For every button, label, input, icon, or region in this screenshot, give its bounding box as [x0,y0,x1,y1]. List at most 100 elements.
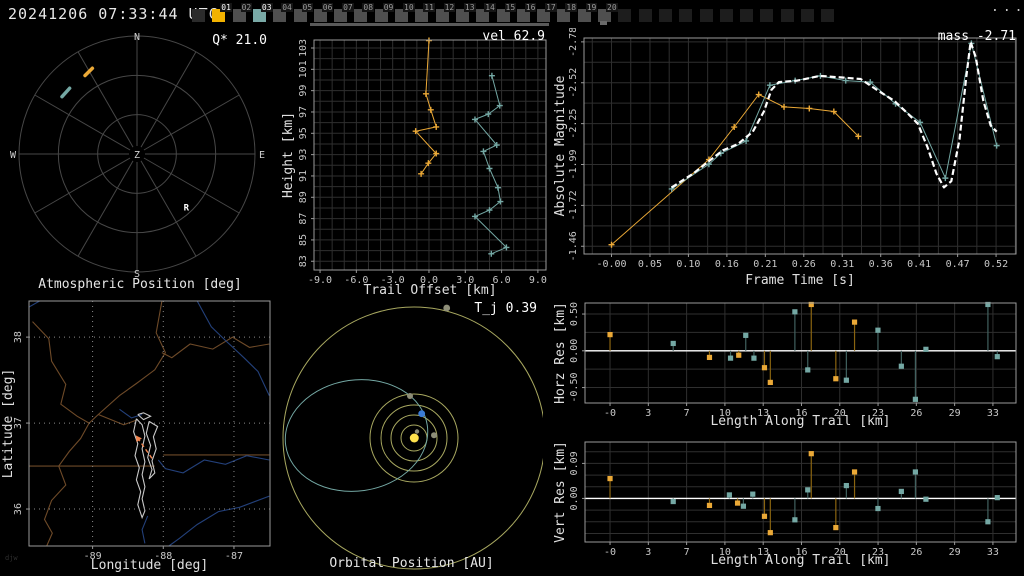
tab-scrollbar-thumb[interactable] [310,23,549,26]
tab-slot-25[interactable] [699,9,713,22]
svg-text:0.50: 0.50 [569,302,580,326]
tab-11[interactable]: 11 [415,3,435,22]
state-border-1 [88,301,167,424]
svg-text:26: 26 [910,547,922,558]
grid-lines [584,38,1016,254]
tab-number-label: 13 [463,3,476,12]
tab-number-label: 14 [484,3,496,12]
svg-text:0.21: 0.21 [753,259,777,270]
x-axis-label: Longitude [deg] [91,558,208,573]
tab-05[interactable]: 05 [293,3,314,22]
tab-slot-29[interactable] [780,9,794,22]
orbital-caption: Orbital Position [AU] [329,556,494,571]
tab-slot-31[interactable] [821,9,835,22]
svg-text:-3.0: -3.0 [381,275,405,286]
tab-06[interactable]: 06 [313,3,334,22]
overflow-menu-icon[interactable]: ... [991,0,1024,15]
svg-text:0.41: 0.41 [907,259,931,270]
tab-number-label: 03 [260,3,273,12]
tab-scrollbar-thumb-2[interactable] [600,21,607,25]
series-station-2 [670,469,1000,525]
tab-number-label: 15 [504,3,517,12]
svg-text:0.26: 0.26 [792,259,816,270]
svg-text:0.00: 0.00 [569,339,580,363]
grid-lines [29,301,270,546]
svg-text:0.10: 0.10 [676,259,700,270]
svg-text:99: 99 [298,85,309,97]
tab-04[interactable]: 04 [273,3,293,22]
tab-12[interactable]: 12 [435,3,456,22]
grid-lines [585,303,1016,403]
orbit-venus [390,414,438,462]
tab-13[interactable]: 13 [455,3,476,22]
river-1 [157,455,270,474]
compass-label-south: S [134,269,140,280]
tab-slot-27[interactable] [740,9,754,22]
svg-text:16: 16 [795,408,807,419]
lake-outline-1 [145,420,159,480]
svg-text:0.36: 0.36 [869,259,893,270]
orbit-mars [369,393,459,483]
tab-slot-28[interactable] [760,9,774,22]
svg-text:0.16: 0.16 [715,259,739,270]
tab-19[interactable]: 19 [577,3,598,22]
tab-20[interactable]: 20 [598,3,618,22]
map-features [29,301,270,546]
svg-text:13: 13 [757,547,769,558]
tab-slot-24[interactable] [679,9,693,22]
series-station-2 [471,72,510,257]
tab-number-label: 18 [565,3,578,12]
svg-text:-0: -0 [604,408,616,419]
svg-text:97: 97 [298,106,309,118]
tick-labels: -0 3 7 10 13 16 20 23 26 29 33 0.09 0.00 [569,451,999,558]
tab-08[interactable]: 08 [354,3,375,22]
tab-slot-30[interactable] [801,9,814,22]
svg-text:-0.50: -0.50 [569,373,580,403]
svg-text:83: 83 [298,255,309,267]
tab-07[interactable]: 07 [334,3,354,22]
tab-number-label: 08 [362,3,375,12]
plot-border [584,441,1017,543]
svg-text:95: 95 [298,127,309,139]
tab-02[interactable]: 02 [232,3,253,22]
svg-text:93: 93 [298,149,309,161]
svg-text:-89: -89 [84,551,102,562]
svg-text:-9.0: -9.0 [308,275,332,286]
tab-number-label: 06 [321,3,334,12]
polar-grid [18,35,256,273]
river-5 [29,301,40,308]
vert-residuals-panel: -0 3 7 10 13 16 20 23 26 29 33 0.09 0.00 Length Along… [553,441,1017,568]
mars-dot [407,393,413,399]
mercury-dot [414,429,420,434]
svg-text:91: 91 [298,170,309,182]
tab-10[interactable]: 10 [395,3,415,22]
tab-17[interactable]: 17 [537,3,557,22]
svg-text:10: 10 [719,408,731,419]
tab-15[interactable]: 15 [496,3,517,22]
tab-slot-21[interactable] [618,9,632,22]
svg-text:10: 10 [719,547,731,558]
y-axis-label: Horz Res [km] [553,302,568,404]
svg-text:-0: -0 [604,547,616,558]
tab-slot-26[interactable] [719,9,733,22]
tab-09[interactable]: 09 [374,3,395,22]
y-axis-label: Absolute Magnitude [553,75,568,216]
tab-bar: 01 02 03 04 05 06 07 08 09 10 11 12 13 14 15 16 17 18 19 20 [0,0,1024,28]
tab-slot-0[interactable] [192,9,205,22]
svg-text:29: 29 [949,547,961,558]
tab-18[interactable]: 18 [557,3,578,22]
tab-03[interactable]: 03 [252,3,273,22]
tab-01[interactable]: 01 [212,3,232,22]
svg-text:33: 33 [987,408,999,419]
svg-text:29: 29 [949,408,961,419]
svg-text:38: 38 [13,331,24,343]
tab-slot-22[interactable] [638,9,652,22]
orbit-earth [380,404,448,472]
tab-slot-23[interactable] [658,9,672,22]
tab-16[interactable]: 16 [516,3,537,22]
tab-14[interactable]: 14 [476,3,496,22]
svg-text:23: 23 [872,547,884,558]
tab-number-label: 12 [443,3,456,12]
tab-number-label: 01 [220,3,232,12]
